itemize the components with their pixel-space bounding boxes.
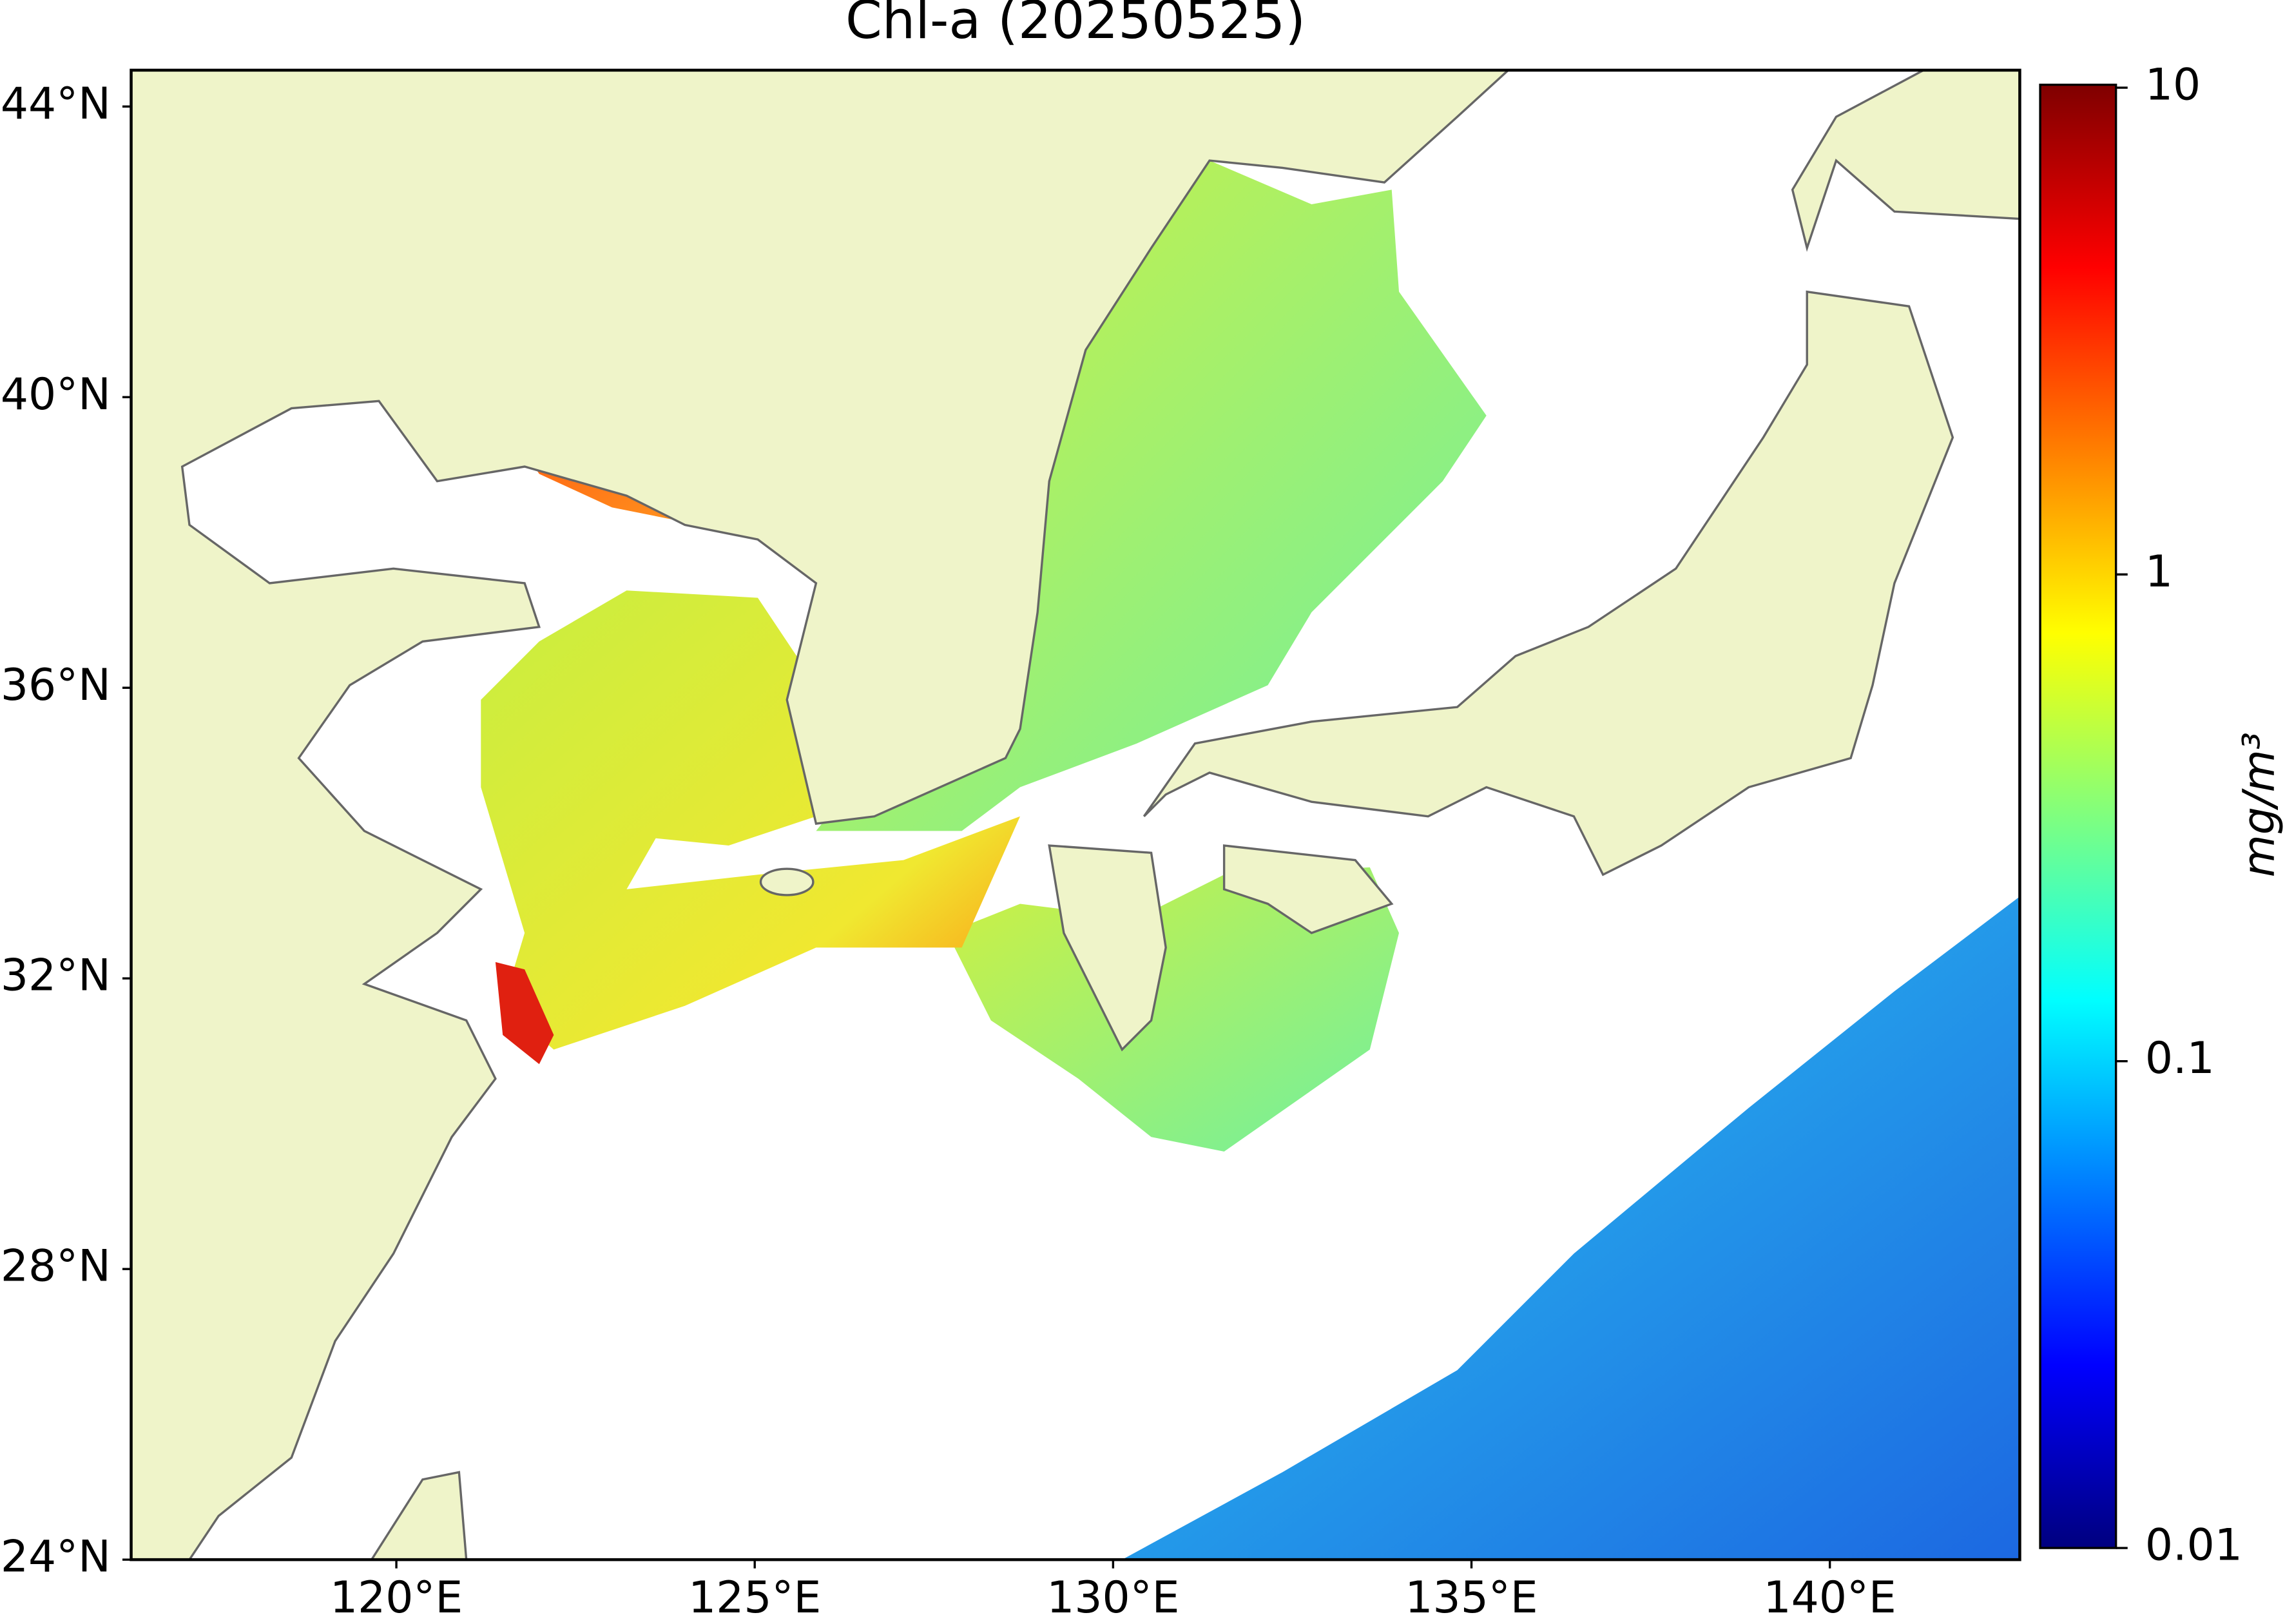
land [1222, 844, 1394, 934]
x-tick-label: 125°E [688, 1572, 821, 1623]
chart-title: Chl-a (20250525) [845, 0, 1306, 51]
y-tick-label: 44°N [1, 78, 111, 129]
y-tick-label: 40°N [1, 369, 111, 420]
chl-region [947, 867, 1400, 1152]
land [1791, 70, 2020, 252]
x-tick-label: 120°E [330, 1572, 463, 1623]
y-tick-label: 24°N [1, 1531, 111, 1582]
colorbar [2039, 83, 2117, 1549]
x-tick-label: 130°E [1046, 1572, 1179, 1623]
plot-frame [130, 68, 2021, 1561]
colorbar-tick-label: 10 [2145, 59, 2201, 110]
land [759, 867, 815, 896]
chl-region [816, 160, 1487, 831]
chl-region [481, 590, 1021, 1050]
y-tick-label: 28°N [1, 1241, 111, 1291]
map-layer [131, 70, 2020, 1560]
y-tick-label: 36°N [1, 659, 111, 710]
land [1048, 844, 1167, 1052]
land [370, 1471, 468, 1560]
colorbar-label: mg/m³ [2233, 732, 2284, 877]
y-tick-label: 32°N [1, 950, 111, 1001]
colorbar-tick-label: 1 [2145, 546, 2173, 597]
land [1142, 290, 1954, 876]
x-tick-label: 140°E [1764, 1572, 1896, 1623]
chl-region [495, 962, 554, 1065]
colorbar-tick-label: 0.01 [2145, 1520, 2242, 1571]
colorbar-tick-label: 0.1 [2145, 1032, 2215, 1083]
chl-region [1122, 896, 2020, 1560]
land [131, 70, 1510, 1560]
x-tick-label: 135°E [1405, 1572, 1538, 1623]
